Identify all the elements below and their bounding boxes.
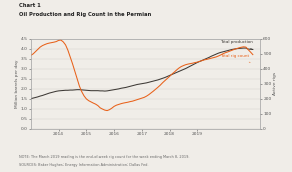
Text: SOURCES: Baker Hughes; Energy Information Administration; Dallas Fed.: SOURCES: Baker Hughes; Energy Informatio…: [19, 163, 148, 167]
Text: Oil Production and Rig Count in the Permian: Oil Production and Rig Count in the Perm…: [19, 12, 151, 17]
Text: NOTE: The March 2019 reading is the end-of-week rig count for the week ending Ma: NOTE: The March 2019 reading is the end-…: [19, 155, 190, 159]
Text: Total rig count: Total rig count: [220, 54, 250, 63]
Y-axis label: Active rigs: Active rigs: [273, 72, 277, 95]
Text: Chart 1: Chart 1: [19, 3, 41, 8]
Text: Total production: Total production: [220, 40, 253, 50]
Y-axis label: Million barrels per day: Million barrels per day: [15, 60, 19, 108]
